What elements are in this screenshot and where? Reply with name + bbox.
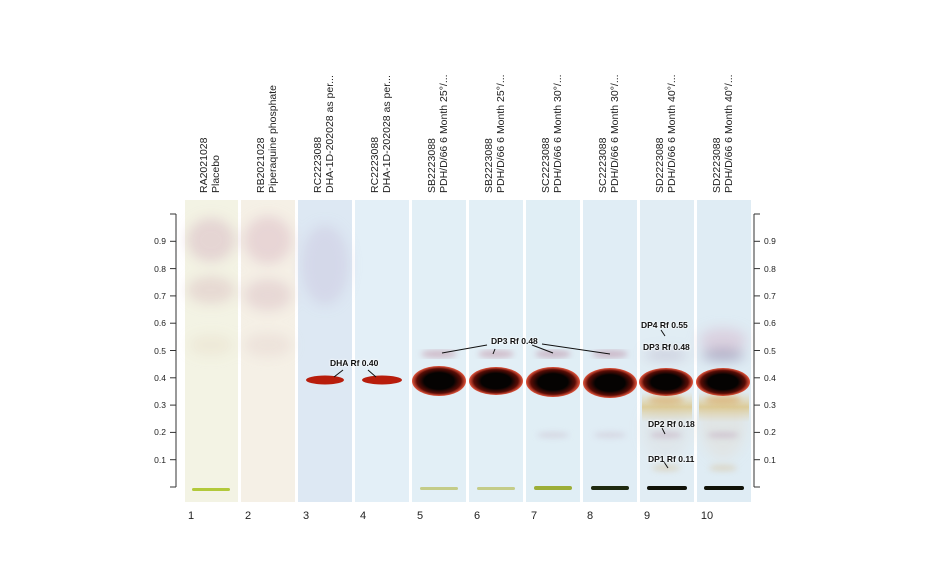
lane-label-9: SD2223088 PDH/D/66 6 Month 40°/... — [654, 73, 684, 193]
main-spots — [412, 366, 750, 398]
lane-number-2: 2 — [244, 510, 252, 522]
lane-label-8-desc: PDH/D/66 6 Month 30°/... — [609, 74, 621, 193]
lane-label-9-desc: PDH/D/66 6 Month 40°/... — [666, 74, 678, 193]
main-spot-lane-9 — [639, 368, 693, 396]
rf-tick-label-left: 0.7 — [154, 290, 166, 301]
lane-label-10-desc: PDH/D/66 6 Month 40°/... — [723, 74, 735, 193]
lane-label-6-desc: PDH/D/66 6 Month 25°/... — [495, 74, 507, 193]
rf-tick-label-right: 0.1 — [764, 454, 776, 465]
lane-label-8-id: SC2223088 — [597, 137, 609, 193]
rf-tick-label-left: 0.5 — [154, 345, 166, 356]
rf-tick-label-left: 0.4 — [154, 372, 166, 383]
lane-label-4: RC2223088 DHA-1D-202028 as per... — [369, 73, 399, 193]
lane-label-3-id: RC2223088 — [312, 136, 324, 193]
annotation-dp3-lane9: DP3 Rf 0.48 — [643, 342, 690, 352]
lane-label-6-id: SB2223088 — [483, 138, 495, 193]
rf-tick-label-left: 0.6 — [154, 318, 166, 329]
lane-label-3-desc: DHA-1D-202028 as per... — [324, 75, 336, 193]
lane-number-3: 3 — [302, 510, 310, 522]
rf-tick-label-left: 0.1 — [154, 454, 166, 465]
lane-number-8: 8 — [586, 510, 594, 522]
origin-bands — [192, 486, 744, 491]
main-spot-lane-8 — [583, 368, 637, 398]
lane-label-6: SB2223088 PDH/D/66 6 Month 25°/... — [483, 73, 513, 193]
lane-label-7: SC2223088 PDH/D/66 6 Month 30°/... — [540, 73, 570, 193]
lane-label-7-desc: PDH/D/66 6 Month 30°/... — [552, 74, 564, 193]
dp-faint-spots — [537, 396, 741, 471]
main-spot-lane-10 — [696, 368, 750, 396]
annotation-dp1: DP1 Rf 0.11 — [648, 454, 695, 464]
rf-tick-label-right: 0.8 — [764, 263, 776, 274]
lane-label-2: RB2021028 Piperaquine phosphate — [255, 73, 285, 193]
lane-number-9: 9 — [643, 510, 651, 522]
main-spot-lane-7 — [526, 367, 580, 397]
rf-tick-label-right: 0.5 — [764, 345, 776, 356]
lane-number-4: 4 — [359, 510, 367, 522]
lane-label-3: RC2223088 DHA-1D-202028 as per... — [312, 73, 342, 193]
lane-label-1: RA2021028 Placebo — [198, 73, 228, 193]
annotation-dp2: DP2 Rf 0.18 — [648, 419, 695, 429]
rf-tick-label-left: 0.8 — [154, 263, 166, 274]
lane-label-2-desc: Piperaquine phosphate — [267, 84, 279, 193]
lane-4 — [355, 200, 409, 502]
lane-label-1-desc: Placebo — [210, 155, 222, 193]
main-spot-lane-5 — [412, 366, 466, 396]
lane-label-7-id: SC2223088 — [540, 137, 552, 193]
lane-number-6: 6 — [473, 510, 481, 522]
annotation-dha: DHA Rf 0.40 — [330, 358, 379, 368]
dha-bands — [306, 375, 402, 385]
rf-tick-label-right: 0.4 — [764, 372, 776, 383]
rf-tick-label-right: 0.9 — [764, 236, 776, 247]
lane-label-10: SD2223088 PDH/D/66 6 Month 40°/... — [711, 73, 741, 193]
lane-number-10: 10 — [700, 510, 714, 522]
lane-label-5-id: SB2223088 — [426, 138, 438, 193]
rf-tick-label-left: 0.2 — [154, 427, 166, 438]
lane-label-9-id: SD2223088 — [654, 137, 666, 193]
lane-label-1-id: RA2021028 — [198, 137, 210, 193]
main-spot-lane-6 — [469, 367, 523, 395]
lane-label-4-id: RC2223088 — [369, 136, 381, 193]
rf-tick-label-left: 0.3 — [154, 400, 166, 411]
lane-label-4-desc: DHA-1D-202028 as per... — [381, 75, 393, 193]
lane-label-5: SB2223088 PDH/D/66 6 Month 25°/... — [426, 73, 456, 193]
rf-tick-label-left: 0.9 — [154, 236, 166, 247]
annotation-dp3-center: DP3 Rf 0.48 — [491, 336, 538, 346]
lane-label-10-id: SD2223088 — [711, 137, 723, 193]
annotation-dp4: DP4 Rf 0.55 — [641, 320, 688, 330]
dha-band-lane-4 — [362, 375, 402, 385]
lane-number-1: 1 — [187, 510, 195, 522]
rf-tick-label-right: 0.7 — [764, 290, 776, 301]
lane-number-7: 7 — [530, 510, 538, 522]
lane-label-2-id: RB2021028 — [255, 137, 267, 193]
dha-band-lane-3 — [306, 375, 344, 385]
rf-tick-label-right: 0.2 — [764, 427, 776, 438]
lane-label-8: SC2223088 PDH/D/66 6 Month 30°/... — [597, 73, 627, 193]
lane-number-5: 5 — [416, 510, 424, 522]
annotation-lines — [333, 329, 669, 469]
rf-tick-label-right: 0.6 — [764, 318, 776, 329]
rf-tick-label-right: 0.3 — [764, 400, 776, 411]
lane-label-5-desc: PDH/D/66 6 Month 25°/... — [438, 74, 450, 193]
